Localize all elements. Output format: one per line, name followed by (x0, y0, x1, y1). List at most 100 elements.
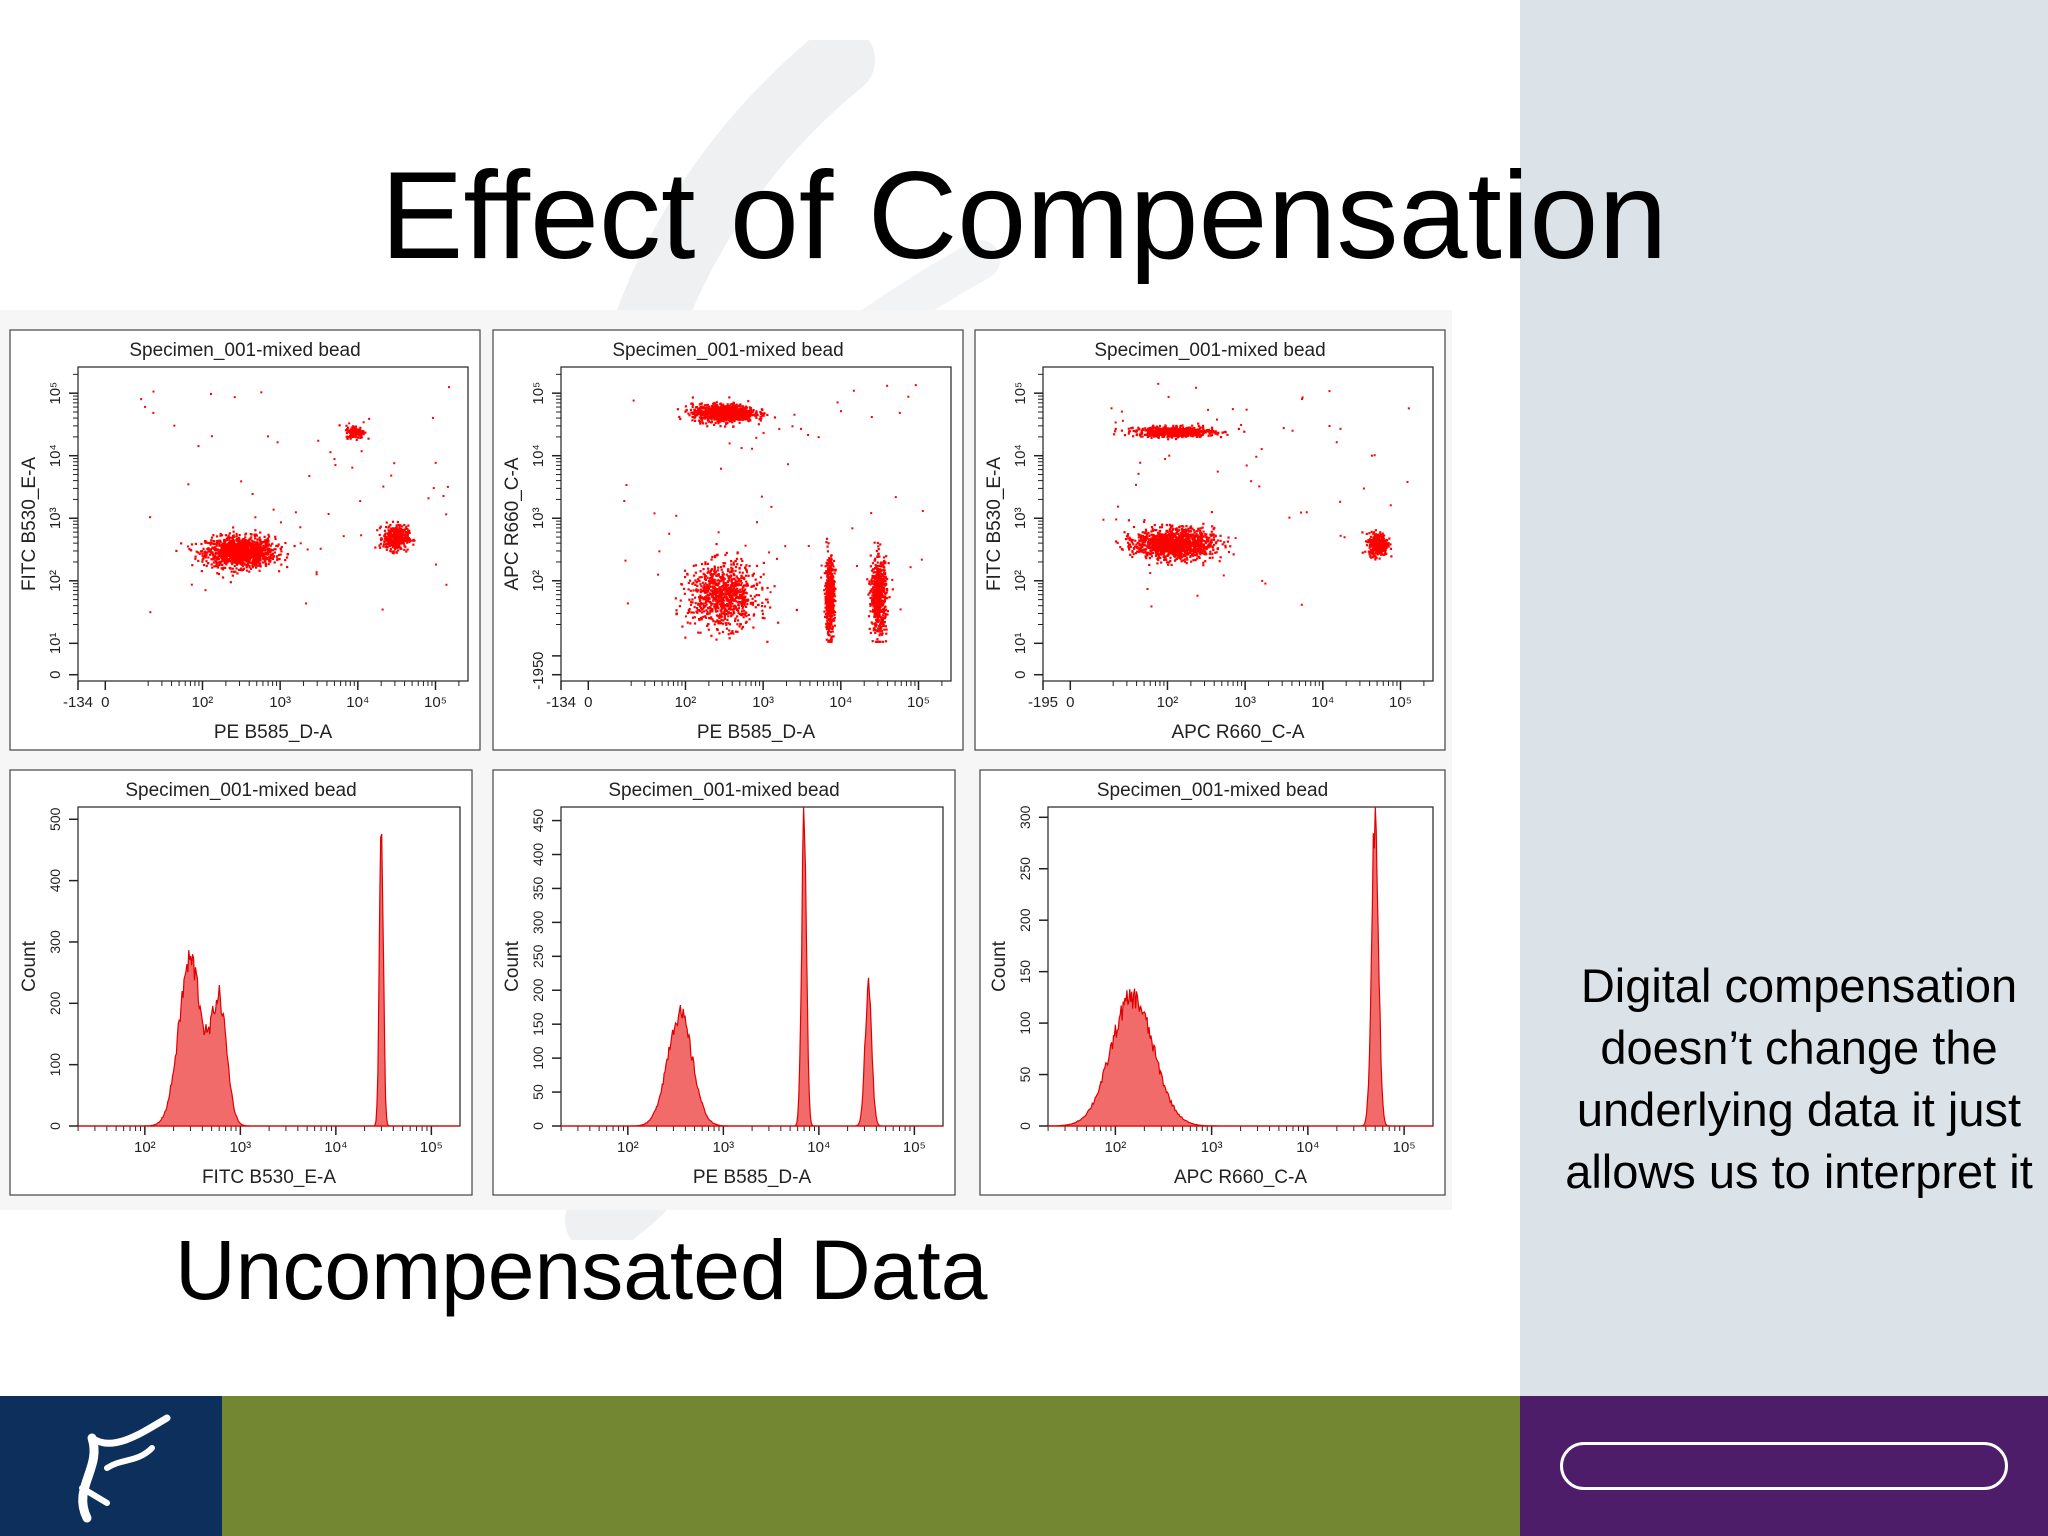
event-point (832, 598, 836, 601)
event-point (827, 633, 830, 636)
event-point (755, 416, 758, 419)
event-point (733, 598, 736, 602)
event-point (264, 548, 267, 552)
event-point (253, 555, 256, 558)
event-point (699, 590, 702, 594)
event-point (732, 632, 735, 635)
event-point (715, 416, 719, 419)
event-point (734, 404, 737, 407)
event-point (729, 587, 733, 590)
event-point (391, 551, 394, 555)
event-point (737, 577, 740, 581)
event-point (827, 562, 830, 565)
event-point (754, 414, 757, 418)
event-point (250, 561, 253, 564)
event-point (434, 461, 437, 464)
event-point (704, 578, 708, 581)
event-point (731, 582, 734, 585)
x-tick-label: 0 (101, 694, 109, 711)
event-point (727, 604, 730, 607)
event-point (730, 580, 733, 583)
event-point (258, 562, 262, 565)
event-point (713, 406, 716, 409)
event-point (724, 590, 727, 593)
event-point (874, 578, 877, 581)
event-point (261, 541, 264, 544)
event-point (731, 598, 735, 602)
event-point (828, 613, 832, 616)
event-point (237, 568, 241, 571)
event-point (699, 631, 702, 634)
event-point (383, 540, 386, 544)
event-point (398, 534, 401, 538)
event-point (721, 579, 724, 582)
event-point (730, 602, 733, 605)
event-point (222, 547, 225, 550)
event-point (403, 537, 406, 540)
event-point (236, 563, 239, 566)
event-point (714, 587, 717, 590)
event-point (738, 416, 741, 419)
event-point (881, 581, 884, 585)
event-point (361, 430, 364, 433)
event-point (875, 625, 878, 628)
event-point (265, 540, 268, 543)
event-point (694, 583, 697, 586)
event-point (736, 601, 739, 604)
event-point (259, 555, 262, 558)
event-point (874, 607, 877, 611)
event-point (731, 567, 734, 570)
event-point (882, 622, 885, 625)
event-point (883, 628, 886, 631)
event-point (350, 427, 353, 430)
event-point (693, 606, 696, 609)
event-point (230, 549, 233, 552)
event-point (701, 413, 704, 416)
event-point (239, 540, 242, 543)
event-point (242, 547, 245, 550)
event-point (714, 421, 717, 425)
event-point (828, 569, 831, 572)
event-point (728, 396, 731, 399)
event-point (693, 409, 697, 412)
event-point (727, 419, 730, 422)
event-point (740, 574, 743, 578)
event-point (875, 579, 878, 582)
event-point (207, 547, 210, 550)
event-point (876, 571, 880, 574)
event-point (715, 582, 719, 585)
event-point (217, 549, 220, 553)
event-point (831, 585, 834, 589)
event-point (393, 532, 397, 535)
event-point (399, 528, 402, 531)
event-point (873, 596, 876, 599)
event-point (877, 574, 880, 577)
event-point (348, 422, 351, 425)
event-point (744, 621, 748, 624)
event-point (741, 587, 744, 591)
event-point (729, 417, 732, 421)
event-point (728, 592, 731, 595)
event-point (400, 537, 403, 540)
event-point (262, 557, 266, 560)
event-point (390, 542, 394, 545)
event-point (389, 550, 392, 553)
event-point (692, 589, 695, 592)
event-point (721, 630, 725, 634)
event-point (732, 563, 735, 566)
event-point (885, 628, 888, 631)
event-point (224, 547, 227, 550)
event-point (699, 599, 702, 603)
event-point (723, 412, 726, 415)
event-point (222, 546, 225, 549)
event-point (710, 558, 713, 561)
event-point (734, 559, 737, 563)
event-point (715, 414, 718, 417)
event-point (873, 590, 876, 593)
event-point (728, 579, 731, 582)
event-point (235, 567, 238, 570)
event-point (204, 589, 207, 592)
event-point (695, 409, 698, 413)
event-point (212, 542, 215, 546)
